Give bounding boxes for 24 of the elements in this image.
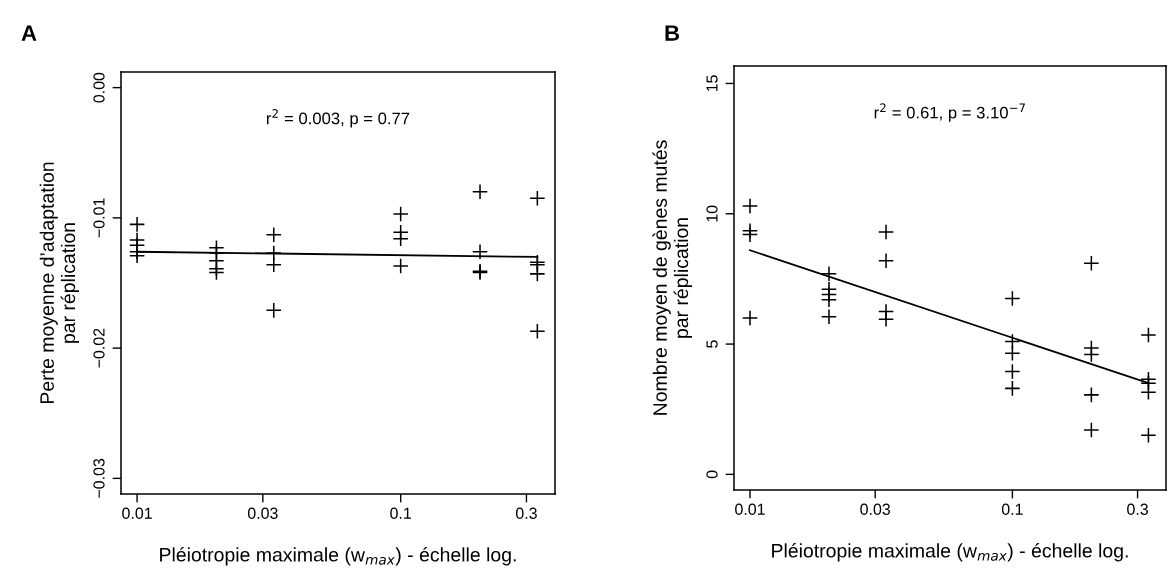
- x-tick-label: 0.03: [860, 503, 891, 515]
- y-axis-title: Perte moyenne d’adaptation par réplication: [39, 162, 80, 404]
- x-tick-label: 0.01: [735, 503, 765, 515]
- y-tick-label: 15: [706, 75, 718, 92]
- y-axis-title: Nombre moyen de gènes mutés par réplication: [652, 140, 693, 415]
- x-tick-label: 0.03: [247, 507, 278, 519]
- x-tick-label: 0.3: [515, 507, 537, 519]
- x-tick-label: 0.1: [1001, 503, 1023, 515]
- y-tick-label: 0.00: [93, 72, 105, 103]
- annotation: r$^{2}$ = 0.003, p = 0.77: [266, 109, 410, 128]
- annotation: r$^{2}$ = 0.61, p = 3.10$^{−7}$: [874, 103, 1025, 122]
- y-tick-label: 0: [706, 470, 718, 479]
- x-axis-title: Pléiotropie maximale (w$_{max}$) - échelle log.: [772, 543, 1128, 562]
- x-tick-label: 0.1: [390, 507, 411, 519]
- chart-title: A: [21, 25, 37, 41]
- y-tick-label: 5: [706, 340, 718, 348]
- y-tick-label: −0.01: [93, 198, 105, 238]
- x-tick-label: 0.01: [122, 507, 152, 519]
- x-axis-title: Pléiotropie maximale (w$_{max}$) - échelle log.: [160, 547, 516, 566]
- y-tick-label: −0.03: [93, 458, 105, 498]
- chart-title: B: [665, 25, 680, 41]
- x-tick-label: 0.3: [1127, 503, 1148, 515]
- y-tick-label: −0.02: [93, 328, 105, 368]
- y-tick-label: 10: [706, 205, 718, 222]
